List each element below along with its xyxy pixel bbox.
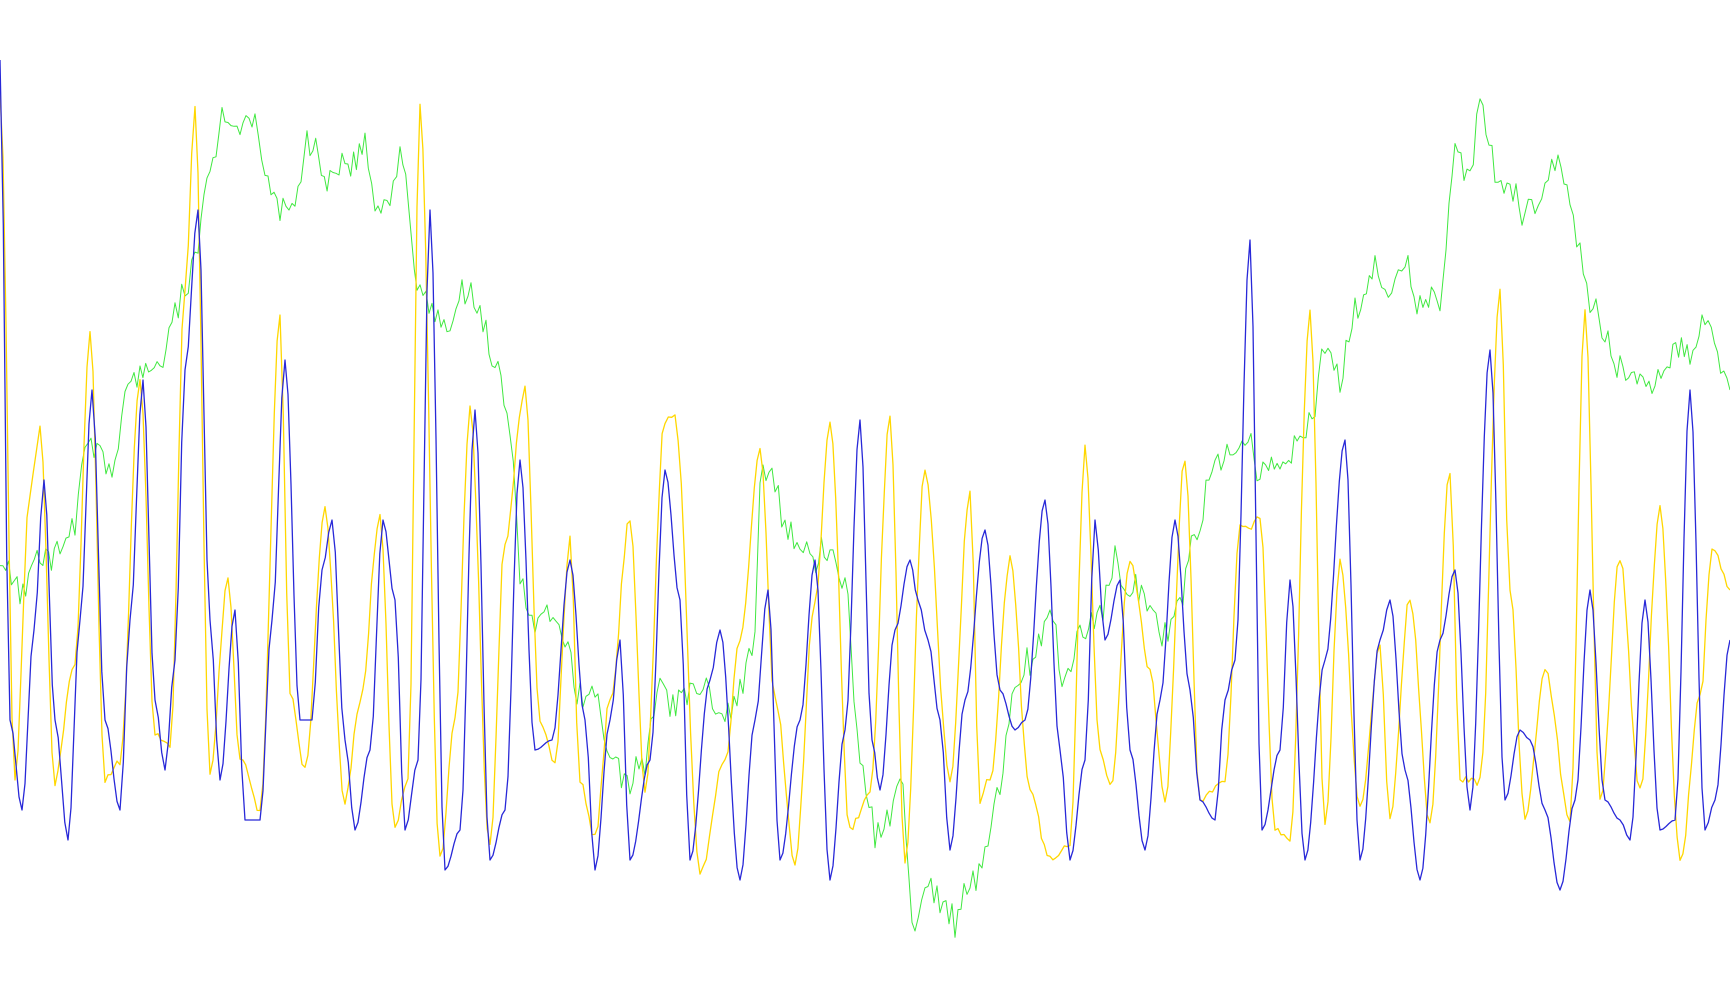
series-line-2 <box>0 92 1730 875</box>
series-layer <box>0 59 1730 938</box>
series-line-1 <box>0 98 1730 938</box>
series-line-3 <box>0 59 1730 891</box>
